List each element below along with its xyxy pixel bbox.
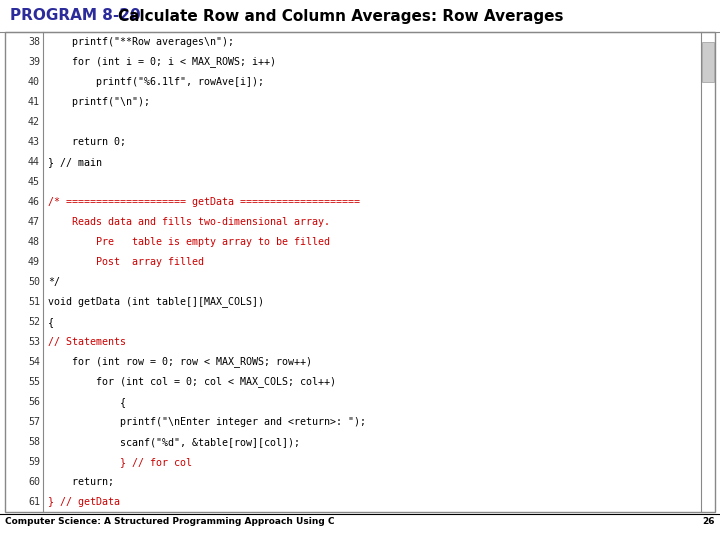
Text: 43: 43 xyxy=(28,137,40,147)
Text: 61: 61 xyxy=(28,497,40,507)
Text: 54: 54 xyxy=(28,357,40,367)
Text: Pre   table is empty array to be filled: Pre table is empty array to be filled xyxy=(48,237,330,247)
Text: for (int col = 0; col < MAX_COLS; col++): for (int col = 0; col < MAX_COLS; col++) xyxy=(48,376,336,388)
Text: scanf("%d", &table[row][col]);: scanf("%d", &table[row][col]); xyxy=(48,437,300,447)
Text: } // getData: } // getData xyxy=(48,497,120,507)
Text: 44: 44 xyxy=(28,157,40,167)
Text: PROGRAM 8-20: PROGRAM 8-20 xyxy=(10,9,140,24)
Text: } // main: } // main xyxy=(48,157,102,167)
Text: for (int row = 0; row < MAX_ROWS; row++): for (int row = 0; row < MAX_ROWS; row++) xyxy=(48,356,312,367)
Text: printf("%6.1lf", rowAve[i]);: printf("%6.1lf", rowAve[i]); xyxy=(48,77,264,87)
Bar xyxy=(0,0,720,32)
Text: 58: 58 xyxy=(28,437,40,447)
Text: {: { xyxy=(48,317,54,327)
Text: 45: 45 xyxy=(28,177,40,187)
Text: 42: 42 xyxy=(28,117,40,127)
Text: 49: 49 xyxy=(28,257,40,267)
Text: 41: 41 xyxy=(28,97,40,107)
Text: 51: 51 xyxy=(28,297,40,307)
Text: printf("\n");: printf("\n"); xyxy=(48,97,150,107)
Text: printf("**Row averages\n");: printf("**Row averages\n"); xyxy=(48,37,234,47)
Text: 55: 55 xyxy=(28,377,40,387)
Text: {: { xyxy=(48,397,126,407)
Text: // Statements: // Statements xyxy=(48,337,126,347)
Text: 38: 38 xyxy=(28,37,40,47)
Text: printf("\nEnter integer and <return>: ");: printf("\nEnter integer and <return>: ")… xyxy=(48,417,366,427)
Text: 59: 59 xyxy=(28,457,40,467)
Text: 57: 57 xyxy=(28,417,40,427)
Text: } // for col: } // for col xyxy=(48,457,192,467)
Text: /* ==================== getData ====================: /* ==================== getData ========… xyxy=(48,197,360,207)
Bar xyxy=(5,32,715,512)
Text: Post  array filled: Post array filled xyxy=(48,257,204,267)
Text: 60: 60 xyxy=(28,477,40,487)
Text: 46: 46 xyxy=(28,197,40,207)
Text: void getData (int table[][MAX_COLS]): void getData (int table[][MAX_COLS]) xyxy=(48,296,264,307)
Text: 26: 26 xyxy=(703,517,715,526)
Text: 56: 56 xyxy=(28,397,40,407)
Text: return;: return; xyxy=(48,477,114,487)
Text: 52: 52 xyxy=(28,317,40,327)
Text: Calculate Row and Column Averages: Row Averages: Calculate Row and Column Averages: Row A… xyxy=(118,9,564,24)
Text: for (int i = 0; i < MAX_ROWS; i++): for (int i = 0; i < MAX_ROWS; i++) xyxy=(48,57,276,68)
Text: 39: 39 xyxy=(28,57,40,67)
Text: 50: 50 xyxy=(28,277,40,287)
Text: 48: 48 xyxy=(28,237,40,247)
Text: 47: 47 xyxy=(28,217,40,227)
Text: Reads data and fills two-dimensional array.: Reads data and fills two-dimensional arr… xyxy=(48,217,330,227)
Text: 40: 40 xyxy=(28,77,40,87)
Text: 53: 53 xyxy=(28,337,40,347)
Text: */: */ xyxy=(48,277,60,287)
Text: Computer Science: A Structured Programming Approach Using C: Computer Science: A Structured Programmi… xyxy=(5,517,335,526)
Bar xyxy=(702,42,714,82)
Text: return 0;: return 0; xyxy=(48,137,126,147)
